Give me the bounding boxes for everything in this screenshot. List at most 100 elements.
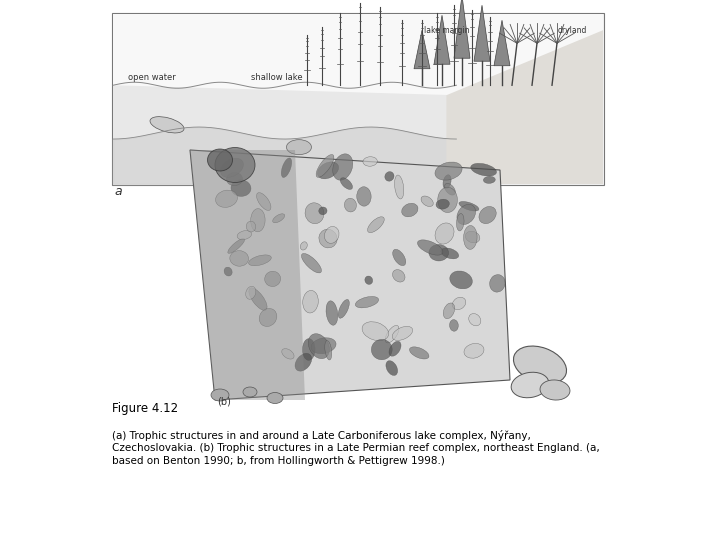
Ellipse shape	[246, 286, 256, 299]
Ellipse shape	[344, 198, 356, 212]
Ellipse shape	[410, 347, 429, 359]
Ellipse shape	[318, 162, 338, 179]
Ellipse shape	[237, 231, 252, 240]
Polygon shape	[434, 15, 450, 64]
Ellipse shape	[465, 231, 480, 243]
Polygon shape	[414, 30, 430, 69]
Ellipse shape	[438, 187, 457, 213]
Ellipse shape	[308, 334, 329, 359]
Polygon shape	[190, 150, 510, 400]
Ellipse shape	[429, 245, 449, 261]
Ellipse shape	[435, 223, 454, 244]
Ellipse shape	[367, 217, 384, 233]
Text: dryland: dryland	[557, 26, 587, 35]
Ellipse shape	[513, 346, 567, 384]
Ellipse shape	[224, 267, 232, 276]
Ellipse shape	[490, 274, 505, 292]
Ellipse shape	[228, 239, 245, 253]
Ellipse shape	[341, 178, 353, 190]
Ellipse shape	[215, 147, 255, 183]
Ellipse shape	[325, 226, 339, 244]
Ellipse shape	[319, 207, 327, 215]
Ellipse shape	[231, 180, 251, 197]
Text: a: a	[114, 185, 122, 198]
Ellipse shape	[459, 201, 479, 211]
Ellipse shape	[249, 288, 267, 310]
Polygon shape	[494, 20, 510, 66]
Ellipse shape	[450, 271, 472, 289]
Ellipse shape	[302, 339, 315, 360]
Ellipse shape	[230, 251, 248, 266]
Ellipse shape	[325, 341, 332, 360]
Ellipse shape	[326, 301, 338, 325]
Text: Figure 4.12: Figure 4.12	[112, 402, 178, 415]
Text: shallow lake: shallow lake	[251, 73, 303, 82]
Ellipse shape	[456, 213, 464, 231]
Polygon shape	[454, 0, 470, 58]
Ellipse shape	[384, 172, 394, 181]
Ellipse shape	[392, 249, 406, 266]
Ellipse shape	[435, 162, 462, 180]
Ellipse shape	[302, 291, 318, 313]
Ellipse shape	[392, 269, 405, 282]
Ellipse shape	[243, 387, 257, 397]
Ellipse shape	[259, 308, 277, 327]
Polygon shape	[190, 150, 305, 400]
Ellipse shape	[540, 380, 570, 400]
Ellipse shape	[265, 271, 281, 287]
Ellipse shape	[441, 248, 459, 259]
Ellipse shape	[363, 157, 377, 166]
Ellipse shape	[356, 187, 371, 206]
Ellipse shape	[392, 326, 413, 340]
Ellipse shape	[443, 175, 451, 189]
Ellipse shape	[273, 214, 284, 223]
Text: Czechoslovakia. (b) Trophic structures in a Late Permian reef complex, northeast: Czechoslovakia. (b) Trophic structures i…	[112, 443, 600, 453]
Text: based on Benton 1990; b, from Hollingworth & Pettigrew 1998.): based on Benton 1990; b, from Hollingwor…	[112, 456, 445, 466]
Ellipse shape	[511, 372, 549, 398]
Ellipse shape	[248, 255, 271, 266]
Ellipse shape	[365, 276, 373, 285]
Ellipse shape	[256, 193, 271, 211]
Ellipse shape	[385, 326, 399, 343]
Ellipse shape	[316, 154, 334, 177]
Ellipse shape	[436, 199, 449, 209]
Ellipse shape	[302, 253, 321, 273]
Polygon shape	[474, 5, 490, 61]
Ellipse shape	[386, 361, 397, 375]
Polygon shape	[446, 30, 603, 184]
Ellipse shape	[305, 203, 324, 224]
Ellipse shape	[246, 221, 256, 232]
Ellipse shape	[356, 296, 379, 308]
Ellipse shape	[395, 175, 404, 199]
Text: (a) Trophic structures in and around a Late Carboniferous lake complex, Nýřany,: (a) Trophic structures in and around a L…	[112, 430, 531, 441]
Ellipse shape	[479, 206, 496, 224]
Ellipse shape	[362, 322, 389, 341]
Text: open water: open water	[128, 73, 176, 82]
Ellipse shape	[300, 242, 307, 250]
Ellipse shape	[449, 320, 459, 331]
Ellipse shape	[211, 389, 229, 401]
Ellipse shape	[469, 314, 481, 326]
Ellipse shape	[220, 158, 243, 177]
Ellipse shape	[418, 240, 443, 255]
Ellipse shape	[282, 158, 292, 178]
Ellipse shape	[207, 149, 233, 171]
Ellipse shape	[319, 230, 337, 248]
Ellipse shape	[267, 393, 283, 403]
Ellipse shape	[338, 300, 349, 318]
Ellipse shape	[282, 349, 294, 359]
Ellipse shape	[464, 343, 484, 358]
Ellipse shape	[372, 340, 392, 360]
Polygon shape	[113, 85, 456, 184]
Ellipse shape	[333, 154, 353, 180]
Ellipse shape	[464, 226, 477, 249]
Text: lake margin: lake margin	[424, 26, 469, 35]
Ellipse shape	[471, 163, 497, 176]
Ellipse shape	[457, 204, 476, 225]
Ellipse shape	[389, 341, 401, 356]
Bar	[112, 13, 604, 185]
Ellipse shape	[287, 140, 312, 154]
Bar	[113, 14, 603, 184]
Ellipse shape	[311, 338, 336, 354]
Ellipse shape	[251, 208, 265, 232]
